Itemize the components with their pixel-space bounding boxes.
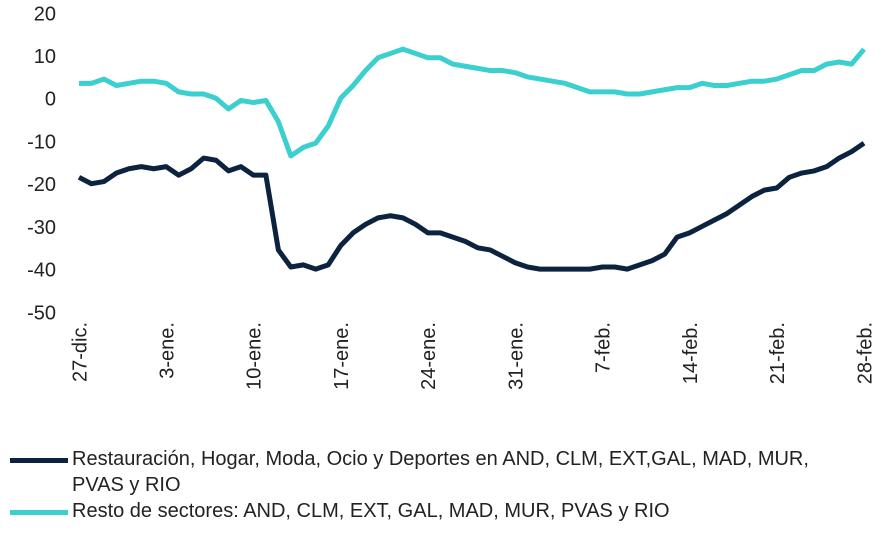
x-tick-label: 27-dic.: [69, 322, 91, 382]
y-tick-label: -10: [27, 131, 56, 153]
legend-swatch: [10, 510, 68, 515]
legend: Restauración, Hogar, Moda, Ocio y Deport…: [10, 446, 870, 524]
legend-label: Resto de sectores: AND, CLM, EXT, GAL, M…: [72, 500, 670, 522]
series-line: [79, 46, 866, 159]
y-tick-label: -50: [27, 302, 56, 324]
y-tick-label: 10: [34, 46, 56, 68]
x-tick-label: 3-ene.: [157, 322, 179, 379]
y-tick-label: -40: [27, 260, 56, 282]
x-tick-label: 21-feb.: [767, 322, 789, 384]
x-tick-label: 28-feb.: [854, 322, 876, 384]
x-tick-label: 14-feb.: [680, 322, 702, 384]
legend-swatch: [10, 458, 68, 463]
legend-label: Restauración, Hogar, Moda, Ocio y Deport…: [72, 448, 809, 496]
y-tick-label: -20: [27, 174, 56, 196]
x-tick-label: 24-ene.: [418, 322, 440, 390]
chart: -50 -40 -30 -20 -10 0 10 20 27-dic. 3-ene. 10-ene.…: [27, 3, 876, 390]
x-tick-label: 10-ene.: [244, 322, 266, 390]
y-tick-label: 20: [34, 3, 56, 25]
legend-item: Resto de sectores: AND, CLM, EXT, GAL, M…: [10, 498, 870, 524]
y-tick-label: -30: [27, 217, 56, 239]
y-tick-label: 0: [45, 89, 56, 111]
x-tick-label: 17-ene.: [331, 322, 353, 390]
legend-item: Restauración, Hogar, Moda, Ocio y Deport…: [10, 446, 870, 498]
x-tick-label: 7-feb.: [593, 322, 615, 373]
x-tick-label: 31-ene.: [505, 322, 527, 390]
series-line: [77, 141, 866, 272]
